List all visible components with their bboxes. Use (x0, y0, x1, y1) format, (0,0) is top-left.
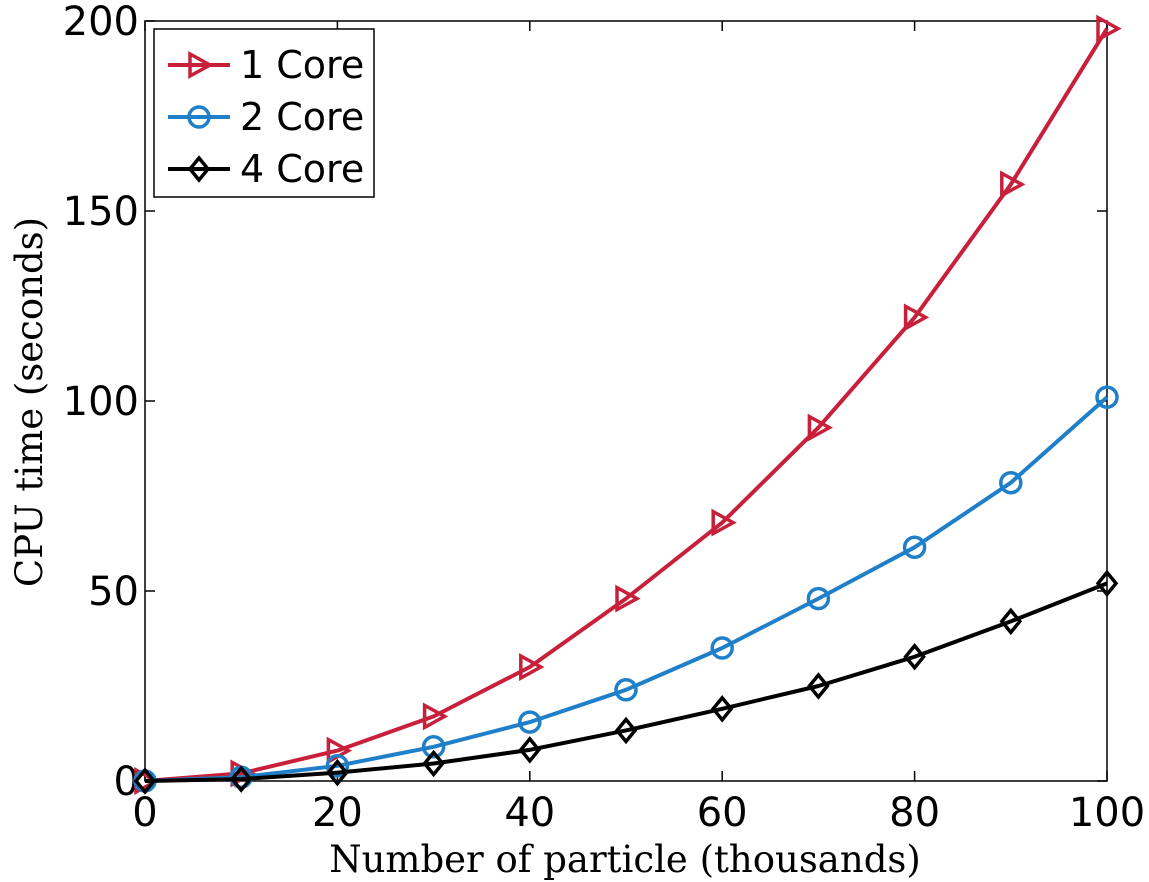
data-point (807, 413, 834, 442)
series-line (144, 27, 1109, 783)
y-tick-label: 100 (63, 379, 139, 425)
x-axis-label: Number of particle (thousands) (329, 838, 921, 881)
y-tick-label: 200 (63, 0, 139, 45)
legend-label: 1 Core (240, 43, 364, 87)
data-point (1095, 569, 1119, 598)
data-point (807, 672, 830, 700)
data-point (518, 736, 542, 764)
x-tick-label: 40 (504, 790, 555, 836)
legend-item: 2 Core (168, 95, 364, 139)
data-point (711, 508, 737, 537)
x-tick-label: 0 (132, 790, 157, 836)
data-point (902, 535, 927, 560)
data-point (133, 767, 157, 795)
data-point (999, 607, 1023, 636)
x-tick-label: 100 (1069, 790, 1145, 836)
legend-marker (187, 105, 211, 129)
x-tick-label: 60 (697, 790, 748, 836)
data-point (1096, 14, 1122, 43)
data-point (710, 636, 734, 660)
data-point (422, 749, 445, 778)
y-tick-label: 150 (63, 189, 139, 235)
legend-label: 4 Core (240, 147, 364, 191)
series-3 (133, 569, 1119, 795)
data-point (422, 702, 449, 731)
y-axis-label: CPU time (seconds) (8, 217, 51, 587)
data-point (1095, 385, 1119, 409)
x-axis: 0 20 40 60 80 100 (132, 21, 1145, 836)
legend: 1 Core 2 Core 4 Core (153, 28, 375, 198)
series-layer (133, 14, 1122, 795)
data-point (999, 470, 1023, 495)
data-point (903, 642, 926, 671)
x-tick-label: 20 (312, 790, 363, 836)
data-point (325, 754, 350, 778)
data-point (326, 758, 349, 787)
data-point (806, 586, 831, 611)
data-point (614, 716, 638, 745)
x-tick-label: 80 (889, 790, 940, 836)
legend-label: 2 Core (240, 95, 364, 139)
data-point (519, 653, 545, 681)
series-line (144, 581, 1108, 783)
y-tick-label: 50 (88, 569, 139, 615)
data-point (614, 678, 638, 702)
data-point (229, 765, 253, 793)
legend-marker (187, 155, 211, 183)
data-point (903, 303, 930, 332)
data-point (421, 735, 446, 759)
data-point (518, 710, 542, 734)
legend-item: 4 Core (168, 147, 364, 191)
legend-marker (188, 51, 214, 79)
data-point (615, 584, 641, 613)
data-point (1000, 170, 1026, 199)
series-1 (134, 14, 1122, 795)
legend-item: 1 Core (168, 43, 364, 87)
data-point (710, 695, 734, 723)
series-line (144, 395, 1109, 783)
